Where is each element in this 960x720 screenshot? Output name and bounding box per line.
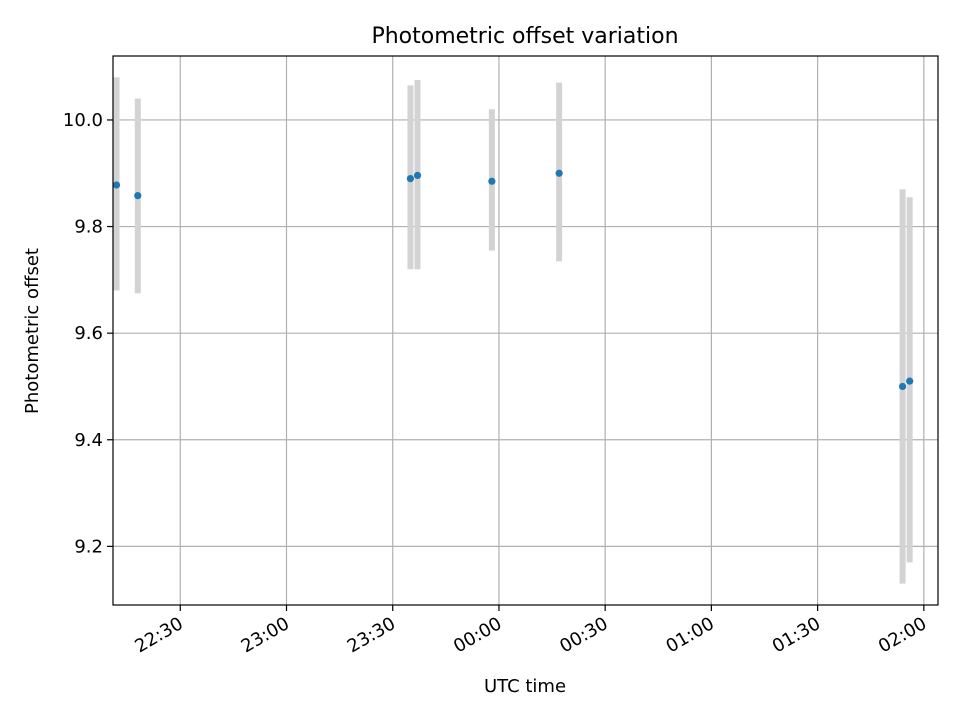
data-point [898, 382, 907, 391]
y-axis-label: Photometric offset [22, 248, 43, 414]
data-point [112, 181, 121, 189]
data-point [134, 192, 142, 200]
y-tick-label: 9.2 [74, 536, 103, 557]
y-tick-label: 10.0 [63, 110, 103, 131]
data-point [406, 174, 415, 183]
data-markers [112, 169, 914, 391]
y-tick-label: 9.4 [74, 430, 103, 451]
grid [113, 56, 938, 605]
x-axis-label: UTC time [484, 676, 566, 697]
data-point [555, 169, 563, 177]
chart-title: Photometric offset variation [371, 24, 678, 49]
y-tick-label: 9.8 [74, 217, 103, 238]
plot-frame [112, 55, 939, 606]
data-point [488, 177, 496, 185]
data-point [906, 377, 914, 385]
data-point [413, 171, 422, 179]
y-axis-ticks: 9.2 9.4 9.6 9.8 10.0 [63, 110, 113, 557]
y-tick-label: 9.6 [74, 323, 103, 344]
